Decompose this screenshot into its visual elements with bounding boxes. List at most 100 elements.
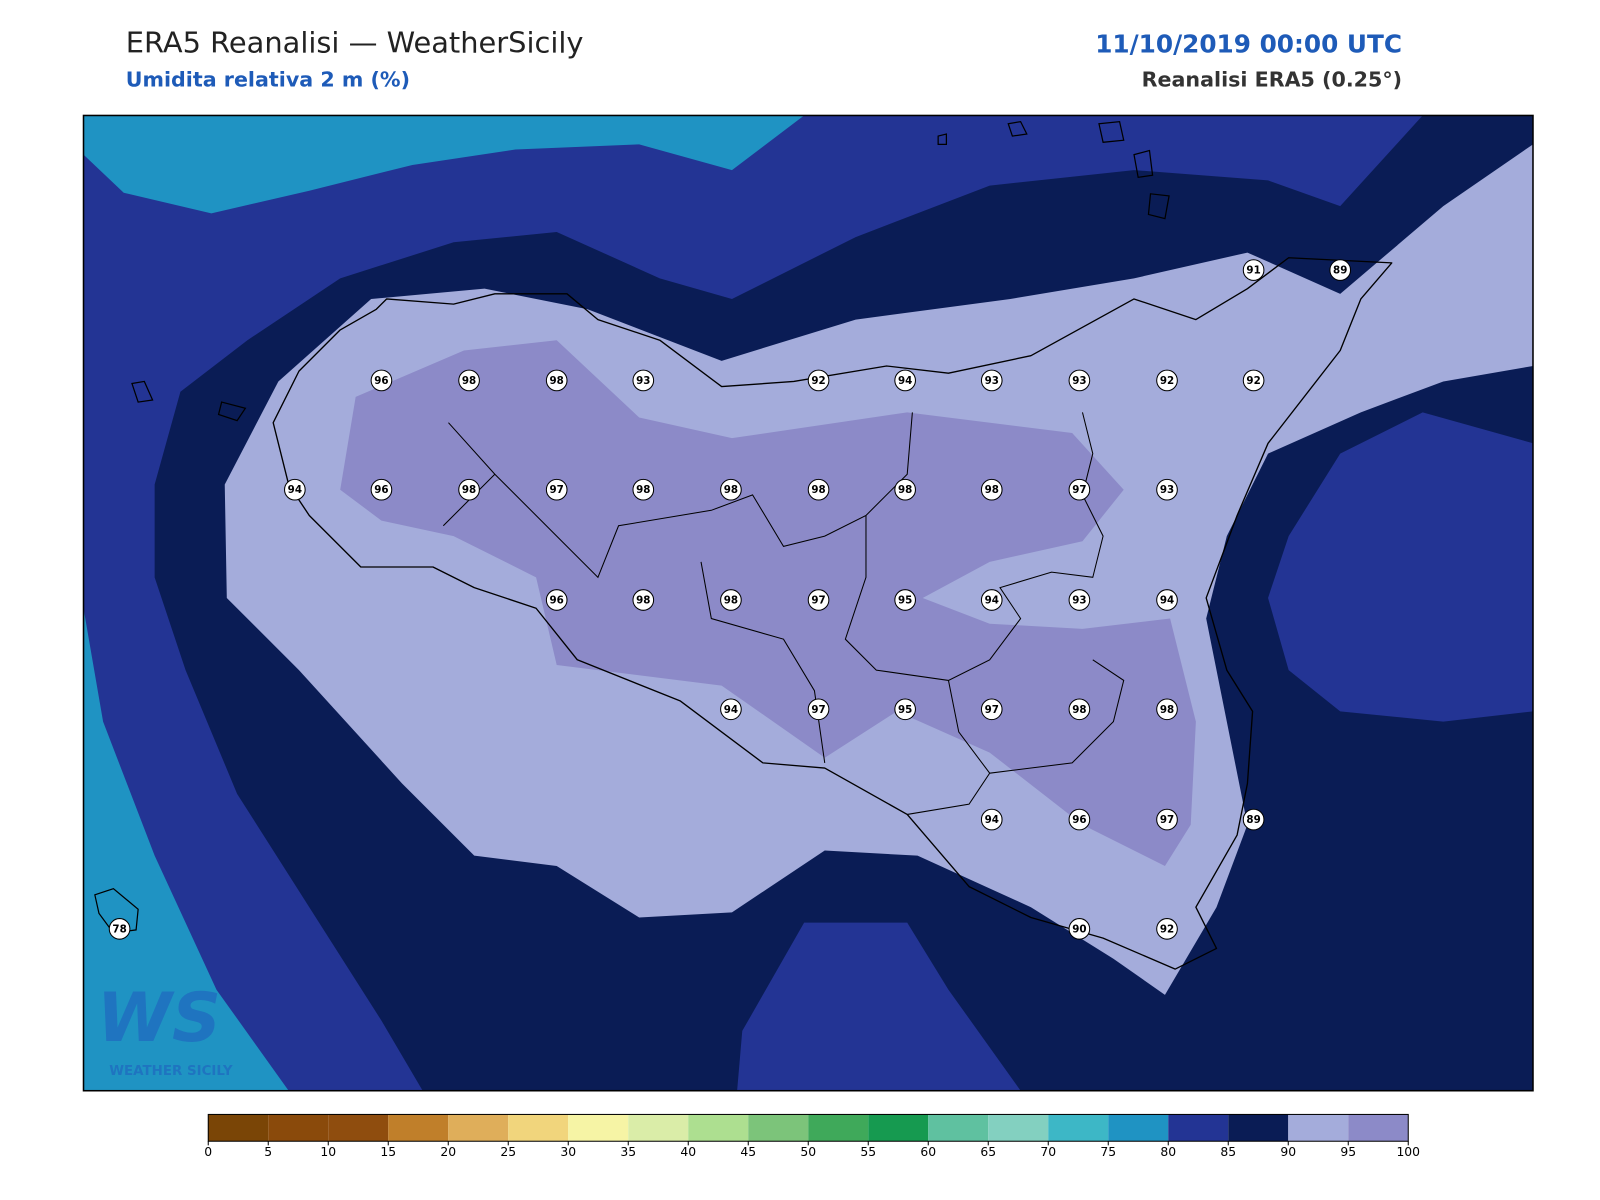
colorbar-tick-label: 30: [560, 1145, 576, 1159]
colorbar-swatch: [568, 1114, 629, 1142]
station-marker: [807, 369, 830, 392]
station-value: 94: [985, 814, 999, 826]
station-value: 97: [1160, 814, 1174, 826]
station-marker: [632, 369, 655, 392]
station-value: 96: [374, 484, 388, 496]
station-marker: [1156, 808, 1178, 831]
station-marker: [632, 589, 655, 611]
colorbar-tick-label: 80: [1160, 1145, 1176, 1159]
station-value: 91: [1246, 265, 1260, 277]
colorbar-tick-label: 90: [1280, 1145, 1296, 1159]
station-value: 97: [811, 595, 825, 607]
station-value: 96: [550, 595, 564, 607]
station-value: 98: [898, 484, 912, 496]
station-value: 89: [1246, 814, 1260, 826]
station-value: 97: [985, 704, 999, 716]
logo: WS WEATHER SICILY: [97, 979, 233, 1079]
station-marker: [1068, 369, 1091, 392]
station-marker: [545, 478, 568, 501]
province-border: [442, 412, 1125, 815]
station-value: 92: [811, 375, 825, 387]
station-marker: [1329, 259, 1352, 281]
station-marker: [894, 698, 916, 721]
colorbar-swatch: [1288, 1114, 1349, 1142]
station-marker: [980, 589, 1003, 611]
station-value: 97: [811, 704, 825, 716]
station-value: 78: [112, 923, 126, 935]
station-value: 94: [288, 484, 302, 496]
station-value: 98: [636, 595, 650, 607]
station-marker: [1156, 369, 1178, 392]
station-marker: [980, 478, 1003, 501]
colorbar-tick-label: 25: [500, 1145, 516, 1159]
station-marker: [980, 369, 1003, 392]
station-value: 98: [462, 375, 476, 387]
station-value: 93: [636, 375, 650, 387]
source: Reanalisi ERA5 (0.25°): [1142, 67, 1402, 91]
station-marker: [807, 698, 830, 721]
station-value: 96: [374, 375, 388, 387]
colorbar-swatch: [748, 1114, 809, 1142]
stations: 91 89 96 98 98 93 92 94 93 93 92 92 94 96 98 97 98 98 98 98…: [108, 259, 1352, 940]
station-value: 94: [1160, 595, 1174, 607]
colorbar-tick-label: 50: [800, 1145, 816, 1159]
station-marker: [108, 918, 131, 940]
station-marker: [807, 589, 830, 611]
colorbar-swatch: [208, 1114, 269, 1142]
datetime: 11/10/2019 00:00 UTC: [1095, 29, 1402, 58]
station-value: 95: [898, 704, 912, 716]
station-value: 94: [724, 704, 738, 716]
station-value: 90: [1072, 923, 1086, 935]
colorbar-swatch: [1348, 1114, 1409, 1142]
station-value: 92: [1160, 923, 1174, 935]
colorbar-tick-label: 20: [440, 1145, 456, 1159]
map-area: [83, 115, 1533, 1091]
station-marker: [720, 698, 742, 721]
station-marker: [632, 478, 655, 501]
colorbar-tick-label: 95: [1340, 1145, 1356, 1159]
station-marker: [545, 369, 568, 392]
station-marker: [370, 369, 393, 392]
colorbar-swatch: [688, 1114, 749, 1142]
station-marker: [720, 589, 742, 611]
station-value: 97: [550, 484, 564, 496]
station-value: 92: [1246, 375, 1260, 387]
station-marker: [980, 698, 1003, 721]
station-value: 94: [898, 375, 912, 387]
station-value: 98: [985, 484, 999, 496]
station-marker: [894, 478, 916, 501]
colorbar-tick-label: 55: [860, 1145, 876, 1159]
colorbar-swatch: [328, 1114, 389, 1142]
colorbar-tick-label: 75: [1100, 1145, 1116, 1159]
station-value: 95: [898, 595, 912, 607]
colorbar-swatch: [268, 1114, 329, 1142]
station-value: 98: [550, 375, 564, 387]
colorbar-tick-label: 10: [320, 1145, 336, 1159]
station-marker: [370, 478, 393, 501]
colorbar-swatch: [868, 1114, 929, 1142]
station-value: 93: [1072, 595, 1086, 607]
station-marker: [1068, 698, 1091, 721]
colorbar-swatch: [448, 1114, 509, 1142]
colorbar-swatch: [1228, 1114, 1289, 1142]
colorbar-swatch: [988, 1114, 1049, 1142]
station-marker: [980, 808, 1003, 831]
station-value: 98: [811, 484, 825, 496]
station-value: 93: [985, 375, 999, 387]
title: ERA5 Reanalisi — WeatherSicily: [126, 25, 584, 59]
colorbar-tick-label: 70: [1040, 1145, 1056, 1159]
station-marker: [720, 478, 742, 501]
contour-fill: [83, 115, 805, 214]
colorbar-swatch: [1048, 1114, 1109, 1142]
colorbar-tick-label: 60: [920, 1145, 936, 1159]
contour-fill: [340, 340, 1196, 866]
colorbar-tick-label: 0: [204, 1145, 212, 1159]
station-value: 93: [1072, 375, 1086, 387]
station-marker: [1156, 918, 1178, 940]
colorbar-tick-label: 100: [1396, 1145, 1420, 1159]
colorbar-tick-label: 15: [380, 1145, 396, 1159]
station-marker: [458, 478, 480, 501]
station-marker: [1068, 478, 1091, 501]
